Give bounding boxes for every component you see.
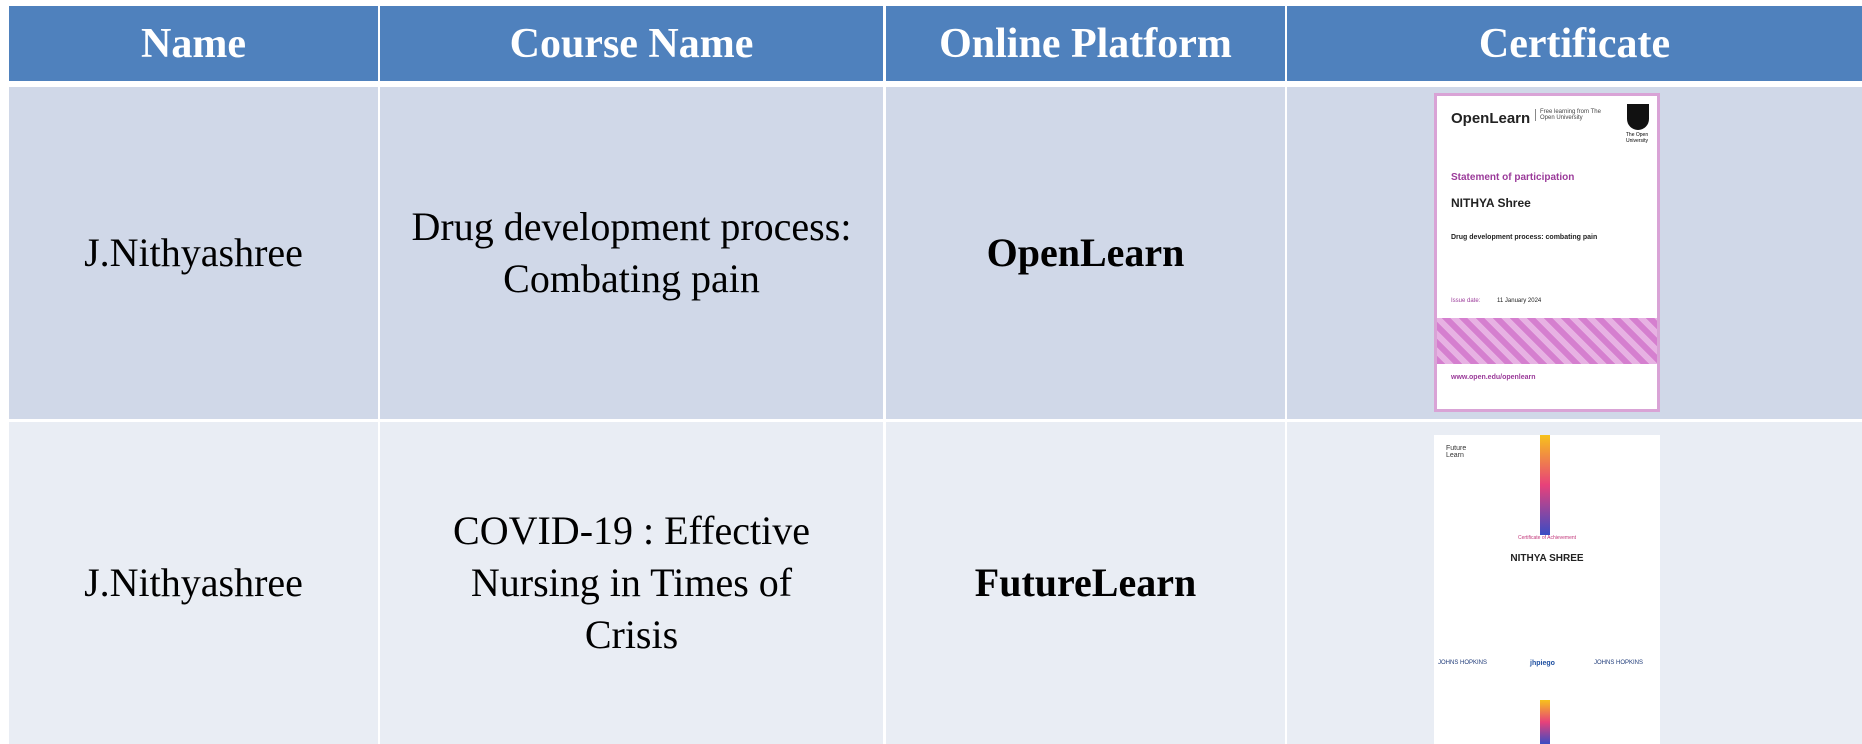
partner: JOHNS HOPKINS bbox=[1594, 660, 1644, 666]
header-cell: Name bbox=[9, 6, 378, 81]
header-cell: Course Name bbox=[380, 6, 883, 81]
cell: OpenLearn bbox=[886, 87, 1285, 419]
cell: Drug development process: Combating pain bbox=[380, 87, 883, 419]
issue-label: Issue date: bbox=[1451, 298, 1481, 304]
cell: COVID-19 : Effective Nursing in Times of… bbox=[380, 422, 883, 744]
tagline: Free learning from The Open University bbox=[1535, 109, 1610, 121]
issue-date: 11 January 2024 bbox=[1497, 298, 1542, 304]
cell: FutureLearn bbox=[886, 422, 1285, 744]
certificate-image: OpenLearn Free learning from The Open Un… bbox=[1434, 93, 1660, 412]
partner: JOHNS HOPKINS bbox=[1438, 660, 1488, 666]
header-cell: Online Platform bbox=[886, 6, 1285, 81]
ribbon bbox=[1540, 700, 1550, 744]
heading: Certificate of Achievement bbox=[1517, 535, 1577, 541]
url: www.open.edu/openlearn bbox=[1451, 374, 1536, 381]
recipient: NITHYA SHREE bbox=[1510, 553, 1584, 564]
partner: jhpiego bbox=[1530, 660, 1555, 667]
pattern-band bbox=[1437, 318, 1657, 364]
university: The Open University bbox=[1625, 132, 1649, 144]
cell: J.Nithyashree bbox=[9, 422, 378, 744]
logo bbox=[1627, 104, 1649, 130]
certificate-image: Future Learn Certificate of Achievement … bbox=[1434, 435, 1660, 744]
heading: Statement of participation bbox=[1451, 172, 1575, 183]
brand: OpenLearn bbox=[1451, 110, 1531, 127]
course: Drug development process: combating pain bbox=[1451, 234, 1598, 241]
cell: J.Nithyashree bbox=[9, 87, 378, 419]
brand: Future Learn bbox=[1446, 445, 1467, 459]
ribbon bbox=[1540, 435, 1550, 535]
header-cell: Certificate bbox=[1287, 6, 1862, 81]
recipient: NITHYA Shree bbox=[1451, 196, 1531, 210]
